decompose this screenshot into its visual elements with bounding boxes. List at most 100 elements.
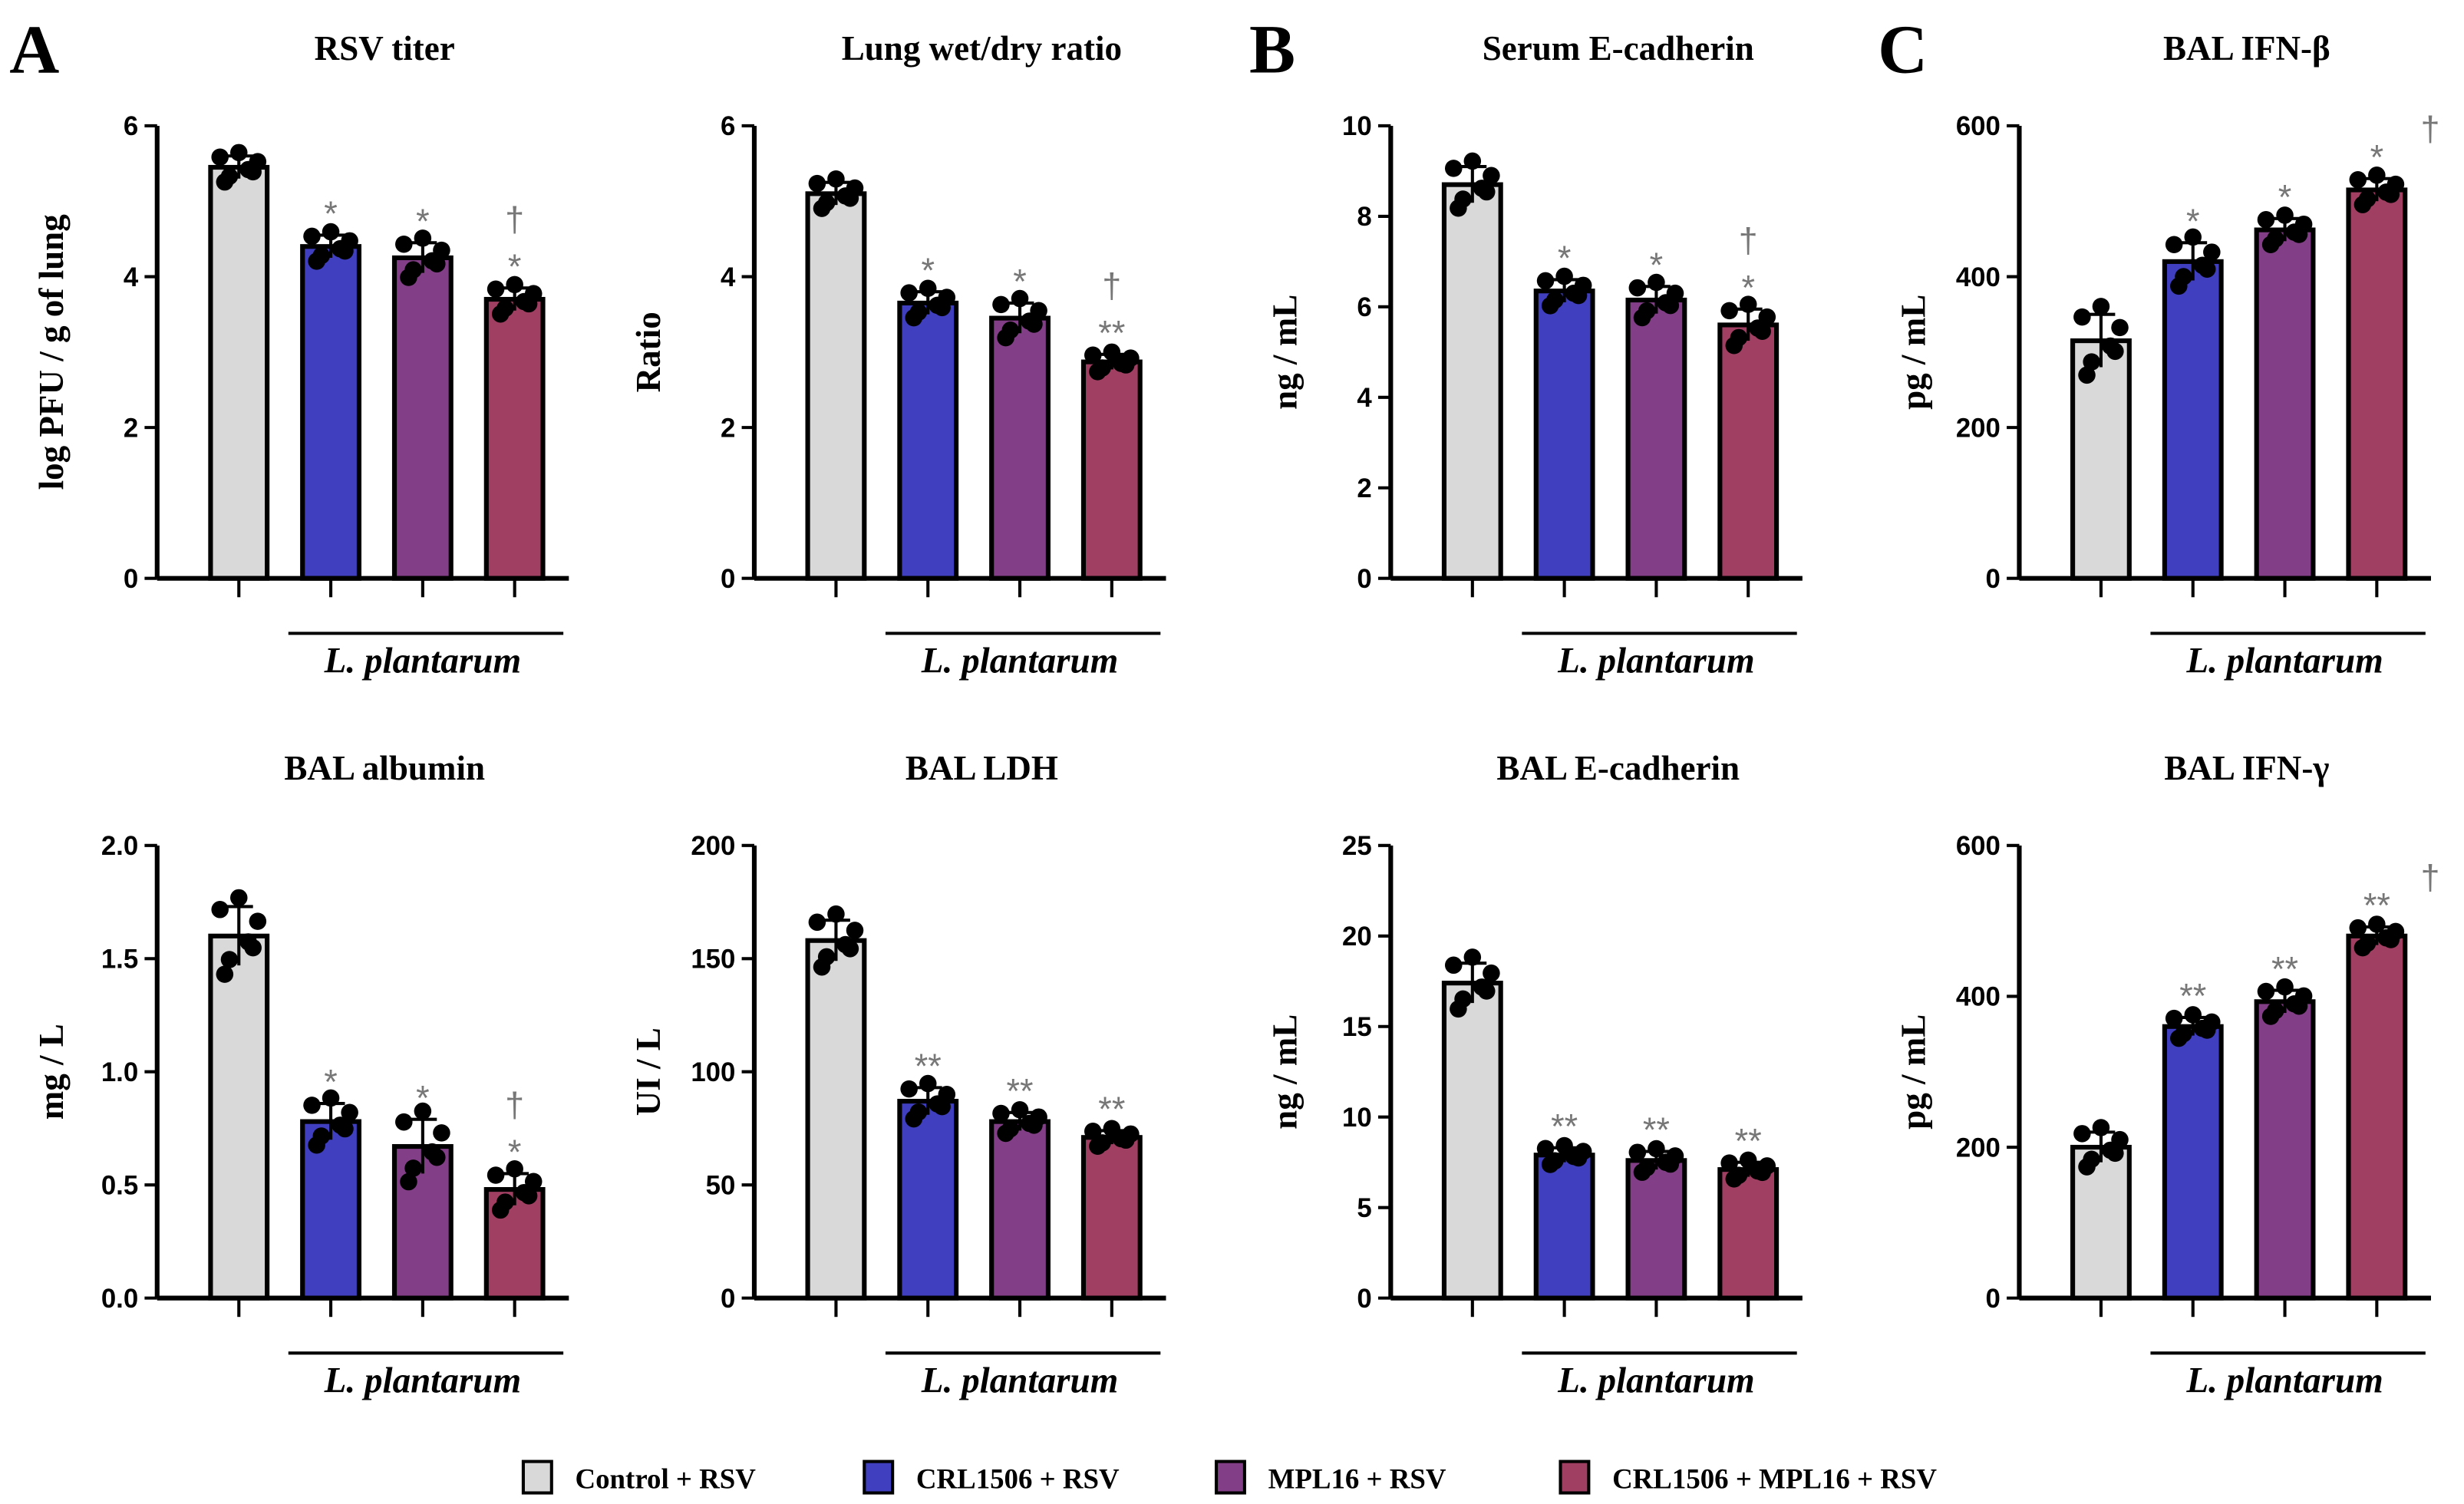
- data-point: [1725, 337, 1743, 355]
- significance-marker: *: [1558, 239, 1572, 278]
- data-point: [2276, 206, 2294, 224]
- significance-marker: *: [921, 251, 935, 290]
- data-point: [1483, 167, 1500, 185]
- data-point: [520, 1187, 538, 1205]
- y-tick-label: 10: [1342, 111, 1372, 141]
- data-point: [2170, 1029, 2188, 1047]
- data-point: [2368, 167, 2386, 184]
- data-point: [1753, 1163, 1771, 1182]
- data-point: [211, 148, 229, 166]
- significance-marker: **: [1735, 1121, 1762, 1160]
- data-point: [487, 1166, 505, 1184]
- data-point: [1725, 1170, 1743, 1188]
- data-point: [827, 170, 845, 188]
- data-point: [244, 938, 262, 957]
- chart-title: BAL IFN-γ: [2164, 749, 2329, 787]
- data-point: [520, 295, 538, 313]
- y-tick-label: 6: [124, 111, 138, 141]
- data-point: [933, 1097, 951, 1116]
- y-tick-label: 6: [1357, 292, 1371, 322]
- data-point: [992, 1104, 1010, 1123]
- significance-marker: **: [2271, 949, 2298, 988]
- data-point: [2353, 196, 2372, 213]
- data-point: [2368, 915, 2386, 933]
- legend-swatch: [1214, 1459, 1246, 1495]
- bar: [805, 191, 867, 581]
- group-label: L. plantarum: [921, 642, 1118, 681]
- significance-marker: *: [2278, 178, 2292, 217]
- bar: [1441, 182, 1503, 581]
- legend: Control + RSV CRL1506 + RSV MPL16 + RSV CRL…: [521, 1459, 1937, 1495]
- data-point: [400, 1173, 417, 1191]
- y-tick-label: 0.5: [101, 1170, 138, 1200]
- data-point: [1084, 346, 1102, 364]
- data-point: [524, 1173, 543, 1191]
- legend-item: CRL1506 + MPL16 + RSV: [1559, 1459, 1937, 1495]
- y-tick-label: 25: [1342, 831, 1372, 861]
- bar: [1441, 981, 1503, 1301]
- data-point: [2198, 1021, 2216, 1039]
- data-point: [1463, 152, 1482, 170]
- data-point: [2106, 1144, 2124, 1163]
- y-tick-label: 4: [124, 262, 139, 292]
- data-point: [322, 1089, 340, 1107]
- data-point: [1477, 982, 1496, 1000]
- data-point: [992, 295, 1010, 314]
- data-point: [1720, 302, 1738, 320]
- data-point: [1661, 296, 1680, 315]
- data-point: [1753, 322, 1771, 340]
- dagger-marker: †: [2420, 858, 2439, 897]
- y-tick-label: 6: [721, 111, 735, 141]
- data-point: [1025, 315, 1043, 333]
- data-point: [808, 174, 826, 193]
- data-point: [1084, 1123, 1102, 1140]
- data-point: [230, 143, 248, 162]
- data-point: [1739, 295, 1757, 313]
- data-point: [400, 269, 417, 286]
- data-point: [1089, 1137, 1107, 1156]
- significance-marker: *: [324, 1063, 338, 1102]
- chart-title: BAL LDH: [905, 749, 1058, 787]
- data-point: [336, 242, 354, 260]
- y-tick-label: 200: [1956, 413, 2001, 443]
- chart-6: BAL LDH UI / L ** ** ** 0 50 100 150 200 L. planta…: [629, 749, 1166, 1400]
- bar: [989, 1119, 1051, 1301]
- data-point: [395, 1113, 413, 1131]
- bar: [2346, 187, 2408, 581]
- data-point: [1648, 1140, 1665, 1158]
- data-point: [827, 905, 845, 923]
- data-point: [2261, 236, 2280, 254]
- y-tick-label: 10: [1342, 1103, 1372, 1133]
- data-point: [2106, 342, 2124, 361]
- chart-title: BAL E-cadherin: [1496, 749, 1740, 787]
- data-point: [2290, 997, 2308, 1015]
- data-point: [433, 1124, 450, 1142]
- data-point: [2073, 308, 2091, 326]
- legend-label: Control + RSV: [576, 1463, 757, 1494]
- legend-label: MPL16 + RSV: [1268, 1463, 1446, 1494]
- data-point: [2353, 938, 2372, 957]
- legend-swatch: [1559, 1459, 1591, 1495]
- panel-letter-b: B: [1249, 12, 1295, 87]
- chart-3: Serum E-cadherin ng / mL * * * † 0 2 4 6 8 10 L. pla…: [1265, 29, 1803, 681]
- bar: [391, 255, 454, 581]
- y-tick-label: 400: [1956, 262, 2001, 292]
- data-point: [491, 305, 510, 323]
- chart-title: BAL IFN-β: [2163, 29, 2330, 68]
- chart-5: BAL albumin mg / L * * * † 0.0 0.5 1.0 1.5 2.0 L. p…: [32, 749, 569, 1400]
- y-tick-label: 1.0: [101, 1057, 138, 1087]
- data-point: [1633, 1163, 1651, 1181]
- bar: [805, 938, 867, 1301]
- data-point: [220, 951, 239, 968]
- bar: [1717, 1167, 1780, 1301]
- chart-title: RSV titer: [315, 29, 455, 68]
- y-tick-label: 0: [721, 564, 735, 594]
- data-point: [1450, 200, 1467, 217]
- panel-letter-c: C: [1878, 12, 1928, 87]
- y-tick-label: 0: [1357, 564, 1371, 594]
- data-point: [2184, 1006, 2202, 1024]
- data-point: [1117, 356, 1135, 374]
- significance-marker: *: [1650, 246, 1664, 285]
- data-point: [997, 1124, 1014, 1143]
